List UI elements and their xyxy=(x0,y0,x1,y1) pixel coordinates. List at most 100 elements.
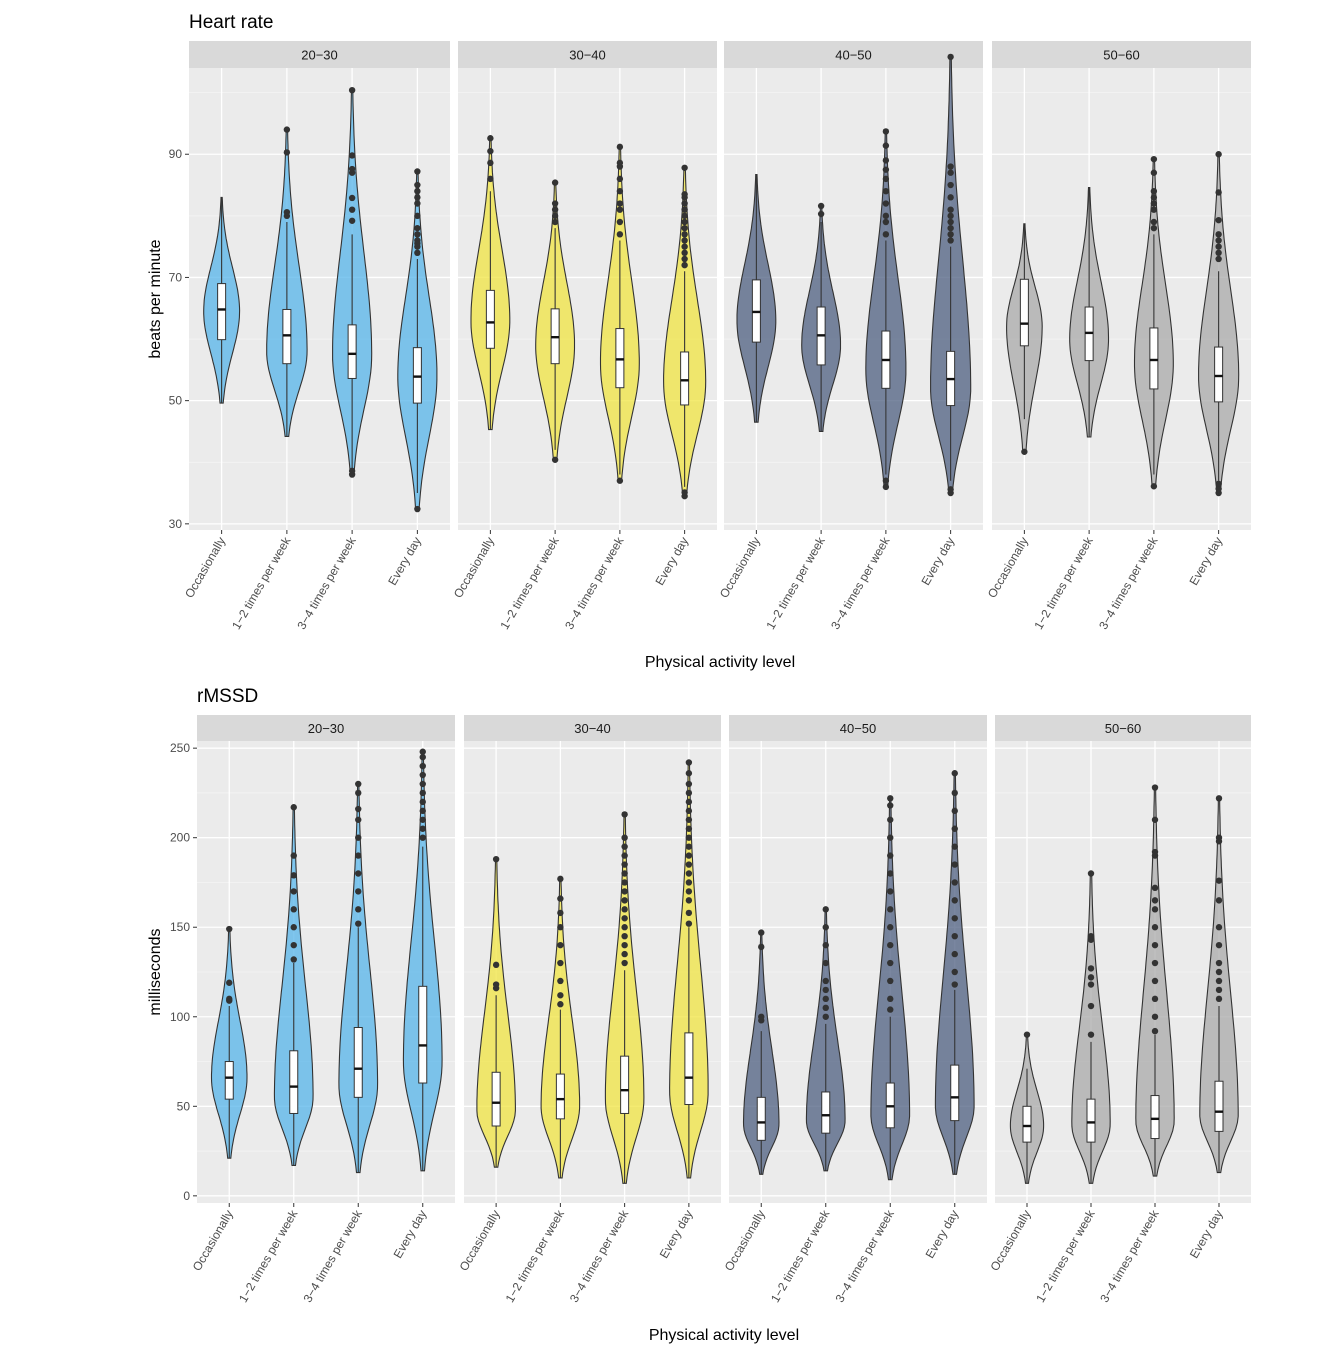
outlier-point xyxy=(951,981,958,988)
outlier-point xyxy=(947,231,954,238)
outlier-point xyxy=(822,924,829,931)
outlier-point xyxy=(822,986,829,994)
outlier-point xyxy=(685,798,693,806)
outlier-point xyxy=(355,920,362,927)
x-tick-label: 1−2 times per week xyxy=(503,1207,568,1305)
boxplot-box xyxy=(1019,278,1029,347)
outlier-point xyxy=(685,834,693,841)
outlier-point xyxy=(887,995,894,1003)
x-tick-label: 1−2 times per week xyxy=(1033,1207,1098,1305)
outlier-point xyxy=(681,249,688,256)
outlier-point xyxy=(616,206,624,213)
facet-strip-label: 40−50 xyxy=(835,48,872,63)
outlier-point xyxy=(685,816,693,823)
outlier-point xyxy=(681,164,688,171)
outlier-point xyxy=(681,224,688,232)
outlier-point xyxy=(947,224,954,232)
outlier-point xyxy=(414,505,421,513)
outlier-point xyxy=(355,834,362,841)
outlier-point xyxy=(419,816,426,823)
outlier-point xyxy=(758,943,765,951)
y-tick-label: 90 xyxy=(169,147,183,161)
outlier-point xyxy=(685,888,693,895)
outlier-point xyxy=(551,218,559,226)
outlier-point xyxy=(681,191,688,198)
outlier-point xyxy=(1215,924,1223,931)
outlier-point xyxy=(621,870,628,877)
outlier-point xyxy=(685,759,693,766)
boxplot-box xyxy=(491,1071,501,1127)
outlier-point xyxy=(348,217,356,224)
y-tick-label: 0 xyxy=(183,1189,190,1203)
boxplot-box xyxy=(412,347,422,404)
facet-strip-label: 20−30 xyxy=(308,721,345,736)
outlier-point xyxy=(1151,848,1159,856)
outlier-point xyxy=(947,237,954,244)
outlier-point xyxy=(557,895,564,902)
outlier-point xyxy=(621,861,628,868)
outlier-point xyxy=(1215,151,1222,158)
outlier-point xyxy=(887,906,894,913)
boxplot-box xyxy=(684,1032,694,1106)
outlier-point xyxy=(355,888,362,895)
outlier-point xyxy=(616,218,624,226)
outlier-point xyxy=(822,906,829,913)
outlier-point xyxy=(681,243,688,250)
outlier-point xyxy=(951,825,958,832)
outlier-point xyxy=(887,834,894,841)
outlier-point xyxy=(1150,188,1158,195)
facet-panel: 40−50 Occasionally 1−2 times per week 3−4 t… xyxy=(717,41,983,632)
outlier-point xyxy=(1023,1031,1031,1038)
outlier-point xyxy=(685,897,693,904)
outlier-point xyxy=(681,200,688,207)
outlier-point xyxy=(1215,995,1223,1003)
facet-strip-label: 40−50 xyxy=(840,721,877,736)
x-tick-label: Occasionally xyxy=(451,535,497,601)
outlier-point xyxy=(1215,897,1223,904)
boxplot-box xyxy=(224,1061,234,1100)
boxplot-box xyxy=(555,1073,565,1120)
outlier-point xyxy=(414,237,421,244)
outlier-point xyxy=(822,1004,829,1012)
outlier-point xyxy=(681,489,688,496)
outlier-point xyxy=(616,477,624,484)
outlier-point xyxy=(348,206,356,213)
outlier-point xyxy=(621,888,628,895)
outlier-point xyxy=(681,237,688,244)
boxplot-box xyxy=(950,1064,960,1122)
boxplot-box xyxy=(217,283,227,341)
outlier-point xyxy=(492,961,500,969)
outlier-point xyxy=(616,188,624,195)
outlier-point xyxy=(947,53,954,61)
y-axis-title: milliseconds xyxy=(147,928,164,1015)
outlier-point xyxy=(882,128,890,135)
x-tick-label: Every day xyxy=(385,535,424,588)
outlier-point xyxy=(1215,968,1223,976)
outlier-point xyxy=(355,906,362,913)
outlier-point xyxy=(681,212,688,220)
outlier-point xyxy=(1087,1031,1095,1038)
outlier-point xyxy=(348,86,356,94)
outlier-point xyxy=(1151,897,1159,904)
outlier-point xyxy=(621,959,628,967)
outlier-point xyxy=(290,852,297,859)
outlier-point xyxy=(557,941,564,949)
outlier-point xyxy=(887,795,894,802)
outlier-point xyxy=(621,906,628,913)
boxplot-box xyxy=(756,1096,766,1141)
boxplot-box xyxy=(289,1050,299,1114)
outlier-point xyxy=(414,231,421,238)
facet-panel: 50−60 Occasionally 1−2 times per week 3−4 t… xyxy=(985,41,1251,632)
x-tick-label: Occasionally xyxy=(722,1208,768,1274)
outlier-point xyxy=(947,163,954,170)
outlier-point xyxy=(1151,924,1159,931)
x-tick-label: Occasionally xyxy=(985,535,1031,601)
outlier-point xyxy=(1087,1002,1095,1010)
outlier-point xyxy=(419,807,426,815)
outlier-point xyxy=(947,181,954,189)
y-tick-label: 100 xyxy=(170,1010,190,1024)
outlier-point xyxy=(283,126,291,133)
outlier-point xyxy=(551,212,559,220)
boxplot-box xyxy=(1022,1105,1032,1143)
outlier-point xyxy=(822,959,829,967)
